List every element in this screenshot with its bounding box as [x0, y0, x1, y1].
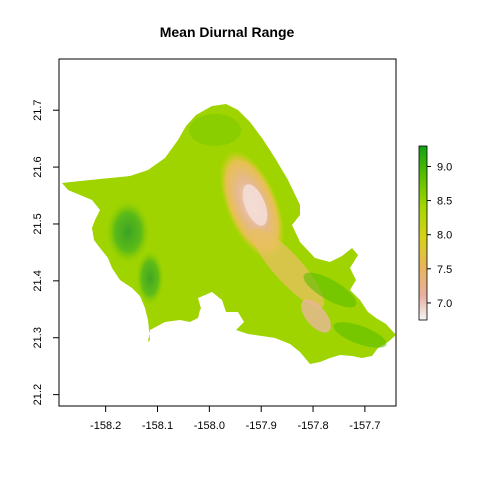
- color-legend: 7.0 7.5 8.0 8.5 9.0: [418, 145, 452, 321]
- y-tick-label: 21.2: [32, 384, 44, 405]
- x-tick-label: -157.9: [246, 420, 277, 432]
- x-axis: -158.2 -158.1 -158.0 -157.9 -157.8 -157.7: [90, 406, 380, 432]
- pearl-harbor-gap: [198, 292, 244, 330]
- plot-frame: [58, 58, 397, 407]
- windward-band: [303, 272, 357, 308]
- legend-colorbar: [418, 145, 428, 321]
- waianae-range-high: [106, 200, 150, 264]
- legend-tick-label: 7.0: [437, 298, 452, 310]
- x-tick-label: -158.1: [142, 420, 173, 432]
- x-tick-label: -158.0: [194, 420, 225, 432]
- chart-title: Mean Diurnal Range: [160, 24, 295, 40]
- waianae-range-south: [136, 250, 164, 306]
- legend-tick-label: 8.0: [437, 230, 452, 242]
- koolau-ridge-south: [251, 228, 325, 308]
- legend-tick-label: 7.5: [437, 264, 452, 276]
- x-tick-label: -157.7: [349, 420, 380, 432]
- koolau-ridge-tip: [301, 299, 331, 333]
- x-tick-label: -157.8: [297, 420, 328, 432]
- legend-tick-label: 8.5: [437, 196, 452, 208]
- y-tick-label: 21.5: [32, 213, 44, 234]
- legend-ticks: 7.0 7.5 8.0 8.5 9.0: [427, 161, 452, 310]
- y-axis: 21.2 21.3 21.4 21.5 21.6 21.7: [32, 99, 59, 405]
- east-coast-band: [333, 322, 387, 348]
- koolau-ridge-peak: [242, 184, 268, 226]
- x-tick-label: -158.2: [90, 420, 121, 432]
- island-raster: [62, 104, 396, 364]
- y-tick-label: 21.6: [32, 156, 44, 177]
- y-tick-label: 21.7: [32, 99, 44, 120]
- y-tick-label: 21.3: [32, 327, 44, 348]
- legend-tick-label: 9.0: [437, 161, 452, 173]
- north-shore-band: [189, 114, 241, 146]
- y-tick-label: 21.4: [32, 270, 44, 291]
